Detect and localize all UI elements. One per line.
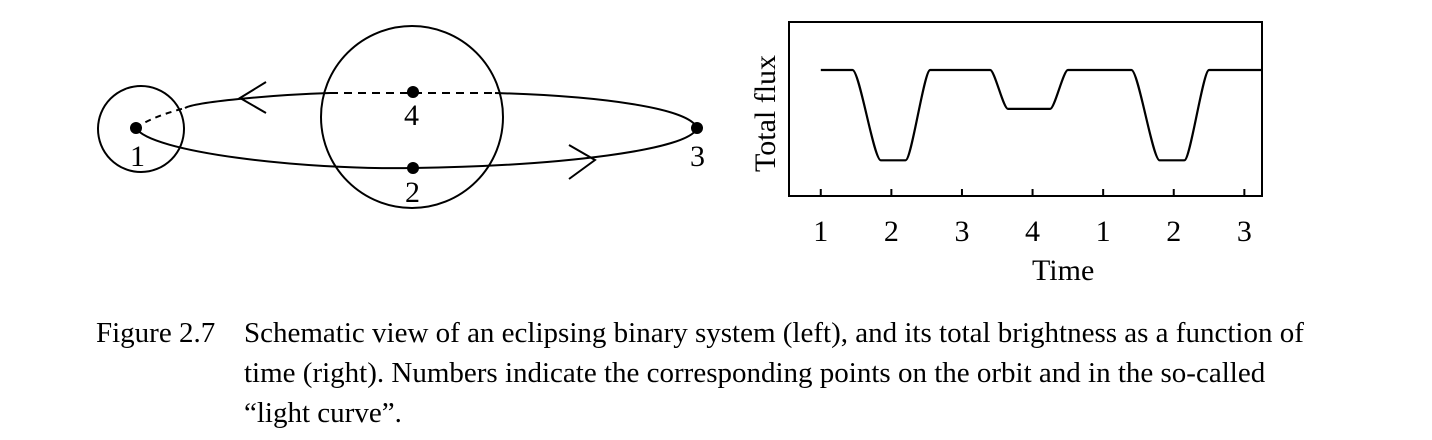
- figure-caption: Figure 2.7 Schematic view of an eclipsin…: [96, 313, 1336, 433]
- orbit-point-4: [407, 86, 419, 98]
- x-axis-label: Time: [1032, 254, 1094, 287]
- orbit-back-arc-left: [184, 92, 331, 109]
- orbit-arrow-right: [568, 144, 597, 180]
- orbit-label-1: 1: [130, 140, 145, 173]
- orbit-hidden-segment-small-star: [135, 107, 186, 129]
- x-tick-label: 3: [954, 215, 969, 248]
- y-axis-label: Total flux: [749, 55, 782, 172]
- x-tick-label: 1: [1096, 215, 1111, 248]
- small-star-circle: [97, 85, 185, 173]
- x-tick-label: 2: [884, 215, 899, 248]
- light-curve-chart: 1 2 3 4 1 2 3 Total flux Time: [749, 21, 1263, 287]
- orbit-diagram: 1 2 3 4: [97, 25, 705, 209]
- x-tick-label: 1: [813, 215, 828, 248]
- caption-label: Figure 2.7: [96, 317, 216, 349]
- orbit-point-1: [130, 122, 142, 134]
- x-tick-label: 4: [1025, 215, 1040, 248]
- light-curve-line: [820, 68, 1262, 162]
- big-star-circle: [320, 25, 504, 209]
- figure-graphics: 1 2 3 4 1 2 3 4 1 2 3 Total flux Time: [97, 21, 1263, 287]
- caption-text: Schematic view of an eclipsing binary sy…: [244, 317, 1304, 429]
- orbit-label-2: 2: [405, 176, 420, 209]
- x-tick-label: 3: [1237, 215, 1252, 248]
- plot-frame: [788, 21, 1263, 197]
- orbit-front-arc: [135, 127, 698, 170]
- orbit-point-3: [691, 122, 703, 134]
- orbit-arrow-left: [238, 81, 267, 114]
- orbit-back-arc-right: [494, 92, 698, 129]
- orbit-label-3: 3: [690, 140, 705, 173]
- x-tick-label: 2: [1166, 215, 1181, 248]
- orbit-point-2: [407, 162, 419, 174]
- x-ticks: 1 2 3 4 1 2 3: [813, 189, 1252, 248]
- orbit-label-4: 4: [404, 99, 419, 132]
